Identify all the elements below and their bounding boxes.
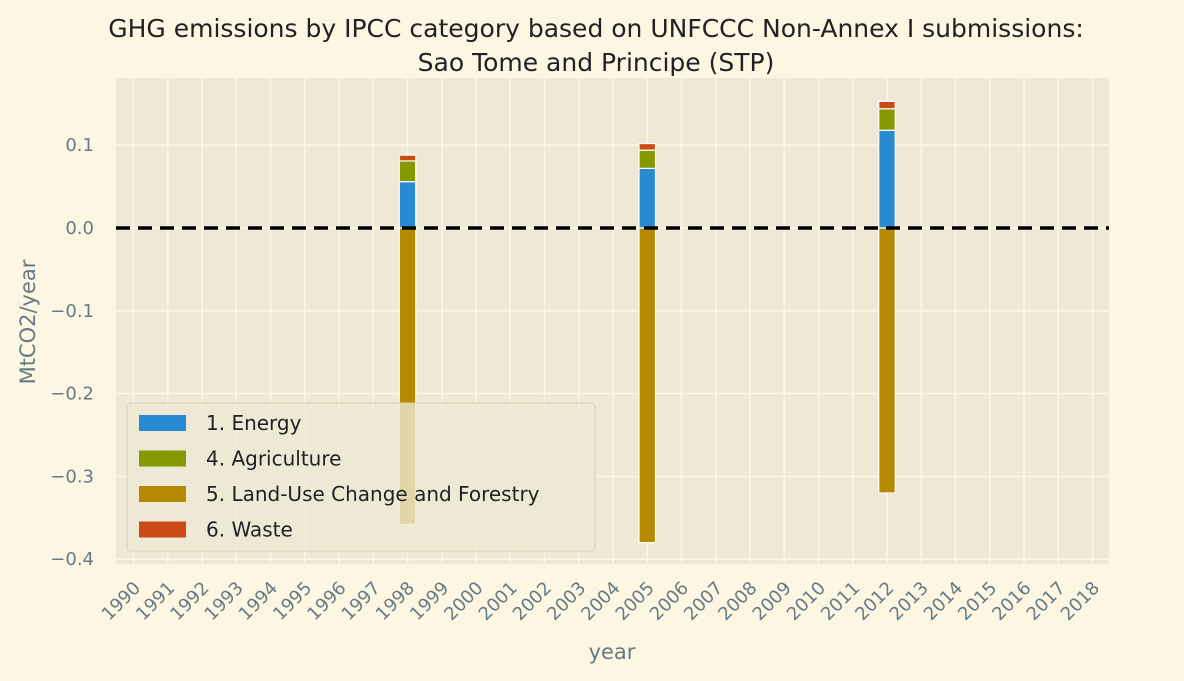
y-tick-label: 0.1 xyxy=(65,135,94,156)
x-tick-label: 1997 xyxy=(338,578,385,625)
legend-swatch xyxy=(139,415,186,431)
x-tick-label: 2001 xyxy=(475,578,522,625)
y-tick-label: 0.0 xyxy=(65,218,94,239)
chart-title-line-1: GHG emissions by IPCC category based on … xyxy=(108,14,1084,43)
legend-swatch xyxy=(139,450,186,467)
y-axis-label: MtCO2/year xyxy=(16,259,40,384)
x-tick-label: 2008 xyxy=(714,578,761,625)
x-tick-label: 2005 xyxy=(612,578,659,625)
bar-1998-4-agriculture xyxy=(398,160,417,183)
bar-2005-1-energy xyxy=(638,167,657,229)
legend-label: 1. Energy xyxy=(206,411,302,435)
x-axis-label: year xyxy=(589,640,636,664)
x-tick-label: 2010 xyxy=(783,578,830,625)
bar-2012-1-energy xyxy=(878,129,896,229)
x-tick-label: 2007 xyxy=(680,578,727,625)
y-tick-label: −0.2 xyxy=(50,384,94,405)
x-tick-label: 2000 xyxy=(440,578,487,625)
x-tick-label: 2006 xyxy=(646,578,693,625)
bar-2005-6-waste xyxy=(638,142,657,151)
bar-2012-5-land-use-change-and-forestry xyxy=(878,227,896,494)
legend-swatch xyxy=(139,486,186,502)
bar-2005-4-agriculture xyxy=(638,149,657,169)
y-tick-label: −0.1 xyxy=(50,301,94,322)
legend-box xyxy=(126,402,596,552)
x-tick-label: 2002 xyxy=(509,578,556,625)
x-tick-label: 2017 xyxy=(1023,578,1070,625)
y-tick-label: −0.4 xyxy=(50,549,94,570)
x-tick-label: 2009 xyxy=(749,578,796,625)
x-tick-label: 1995 xyxy=(269,578,316,625)
chart-title-line-2: Sao Tome and Principe (STP) xyxy=(418,48,775,77)
x-tick-label: 2014 xyxy=(920,578,967,625)
legend-swatch xyxy=(139,521,186,538)
x-tick-label: 1990 xyxy=(98,578,145,625)
x-tick-label: 2003 xyxy=(543,578,590,625)
x-tick-label: 1991 xyxy=(132,578,179,625)
x-tick-label: 1992 xyxy=(166,578,213,625)
legend-label: 5. Land-Use Change and Forestry xyxy=(206,482,540,506)
x-tick-label: 2015 xyxy=(954,578,1001,625)
x-tick-label: 1998 xyxy=(372,578,419,625)
x-tick-label: 1993 xyxy=(201,578,248,625)
x-tick-label: 1999 xyxy=(406,578,453,625)
legend-label: 6. Waste xyxy=(206,518,293,542)
x-tick-label: 1994 xyxy=(235,578,282,625)
legend: 1. Energy 4. Agriculture 5. Land-Use Chang… xyxy=(126,402,596,552)
bar-2005-5-land-use-change-and-forestry xyxy=(638,227,657,544)
legend-label: 4. Agriculture xyxy=(206,447,341,471)
bar-1998-6-waste xyxy=(398,154,417,162)
x-tick-labels: 1990199119921993199419951996199719981999… xyxy=(98,578,1104,625)
bar-1998-1-energy xyxy=(398,181,417,229)
x-tick-label: 2013 xyxy=(886,578,933,625)
y-tick-label: −0.3 xyxy=(50,466,94,487)
y-tick-labels: 0.1 0.0 −0.1 −0.2 −0.3 −0.4 xyxy=(50,135,94,570)
x-tick-label: 2018 xyxy=(1057,578,1104,625)
x-tick-label: 1996 xyxy=(303,578,350,625)
bar-2012-6-waste xyxy=(878,100,896,110)
x-tick-label: 2016 xyxy=(988,578,1035,625)
bar-2012-4-agriculture xyxy=(878,108,896,131)
x-tick-label: 2004 xyxy=(577,578,624,625)
x-tick-label: 2011 xyxy=(817,578,864,625)
x-tick-label: 2012 xyxy=(851,578,898,625)
